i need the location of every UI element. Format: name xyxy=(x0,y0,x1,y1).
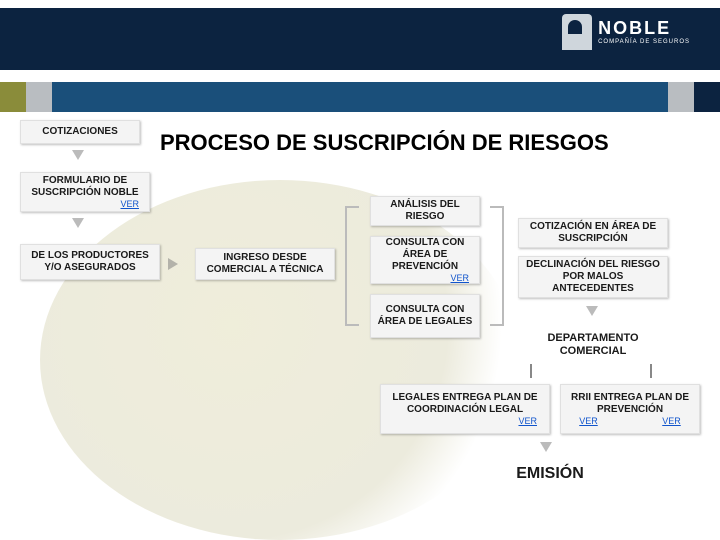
accent-square-gray xyxy=(26,82,52,112)
accent-square-navy xyxy=(694,82,720,112)
node-label: CONSULTA CON ÁREA DE LEGALES xyxy=(377,304,473,328)
page-title: PROCESO DE SUSCRIPCIÓN DE RIESGOS xyxy=(160,130,609,156)
brand-subtitle: COMPAÑÍA DE SEGUROS xyxy=(598,39,690,45)
node-label: DECLINACIÓN DEL RIESGO POR MALOS ANTECED… xyxy=(525,259,661,295)
arrow-icon xyxy=(72,218,84,228)
arrow-icon xyxy=(586,306,598,316)
node-rrii-plan: RRII ENTREGA PLAN DE PREVENCIÓN VER VER xyxy=(560,384,700,434)
arrow-icon xyxy=(540,442,552,452)
node-label: RRII ENTREGA PLAN DE PREVENCIÓN xyxy=(567,392,693,416)
node-label: COTIZACIONES xyxy=(42,126,118,138)
ver-link[interactable]: VER xyxy=(120,199,139,210)
node-cotizacion-area: COTIZACIÓN EN ÁREA DE SUSCRIPCIÓN xyxy=(518,218,668,248)
accent-square-gray-right xyxy=(668,82,694,112)
node-departamento: DEPARTAMENTO COMERCIAL xyxy=(518,330,668,360)
subheader-fill xyxy=(52,82,668,112)
node-analisis: ANÁLISIS DEL RIESGO xyxy=(370,196,480,226)
background-globe xyxy=(40,180,520,540)
brand-logo: NOBLE COMPAÑÍA DE SEGUROS xyxy=(562,14,690,50)
node-label: INGRESO DESDE COMERCIAL A TÉCNICA xyxy=(202,252,328,276)
node-label: DE LOS PRODUCTORES Y/O ASEGURADOS xyxy=(27,250,153,274)
node-label: COTIZACIÓN EN ÁREA DE SUSCRIPCIÓN xyxy=(525,221,661,245)
node-productores: DE LOS PRODUCTORES Y/O ASEGURADOS xyxy=(20,244,160,280)
bracket-connector-right xyxy=(490,206,504,326)
node-label: EMISIÓN xyxy=(516,464,584,483)
node-declinacion: DECLINACIÓN DEL RIESGO POR MALOS ANTECED… xyxy=(518,256,668,298)
accent-square-olive xyxy=(0,82,26,112)
subheader-bar xyxy=(0,82,720,112)
node-label: ANÁLISIS DEL RIESGO xyxy=(377,199,473,223)
connector-line xyxy=(650,364,652,378)
arrow-icon xyxy=(168,258,178,270)
arrow-icon xyxy=(72,150,84,160)
node-label: LEGALES ENTREGA PLAN DE COORDINACIÓN LEG… xyxy=(387,392,543,416)
node-formulario: FORMULARIO DE SUSCRIPCIÓN NOBLE VER xyxy=(20,172,150,212)
brand-name: NOBLE xyxy=(598,19,690,37)
connector-line xyxy=(530,364,532,378)
node-emision: EMISIÓN xyxy=(480,460,620,487)
node-label: DEPARTAMENTO COMERCIAL xyxy=(524,332,662,358)
logo-mark-icon xyxy=(562,14,592,50)
ver-link[interactable]: VER xyxy=(518,416,537,427)
ver-link[interactable]: VER xyxy=(450,273,469,284)
node-consulta-legales: CONSULTA CON ÁREA DE LEGALES xyxy=(370,294,480,338)
ver-link[interactable]: VER xyxy=(579,416,598,427)
node-cotizaciones: COTIZACIONES xyxy=(20,120,140,144)
node-label: FORMULARIO DE SUSCRIPCIÓN NOBLE xyxy=(27,175,143,199)
ver-link[interactable]: VER xyxy=(662,416,681,427)
bracket-connector xyxy=(345,206,359,326)
node-consulta-prevencion: CONSULTA CON ÁREA DE PREVENCIÓN VER xyxy=(370,236,480,284)
node-ingreso: INGRESO DESDE COMERCIAL A TÉCNICA xyxy=(195,248,335,280)
node-label: CONSULTA CON ÁREA DE PREVENCIÓN xyxy=(377,237,473,273)
node-legales-plan: LEGALES ENTREGA PLAN DE COORDINACIÓN LEG… xyxy=(380,384,550,434)
